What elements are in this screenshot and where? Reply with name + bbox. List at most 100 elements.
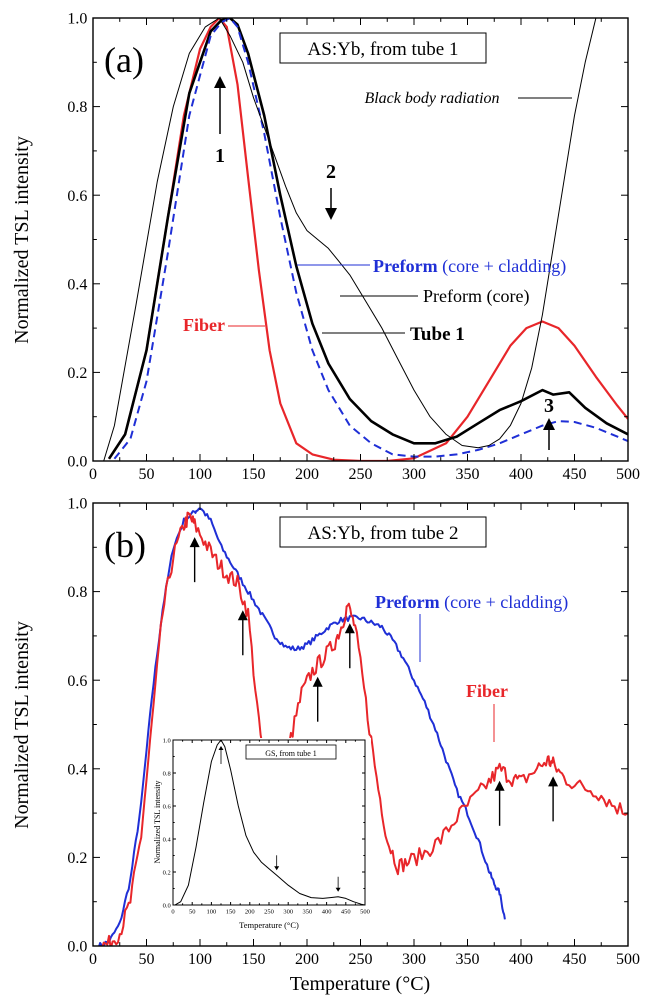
y-tick-label: 0.8 bbox=[67, 584, 87, 601]
peak-arrow-head bbox=[189, 537, 200, 548]
x-tick-label: 500 bbox=[360, 909, 370, 916]
title-box-text-a: AS:Yb, from tube 1 bbox=[308, 39, 459, 60]
x-tick-label: 450 bbox=[563, 466, 587, 483]
y-tick-label: 0.8 bbox=[163, 770, 171, 777]
x-tick-label: 100 bbox=[188, 951, 212, 968]
ticks-layer-a: 0 50 100 150 200 250 300 350 400 450 500 0.0 0.2 0.4 0… bbox=[67, 11, 640, 483]
x-tick-label: 200 bbox=[245, 909, 255, 916]
annotation-3: 3 bbox=[544, 395, 554, 417]
x-tick-label: 250 bbox=[349, 951, 373, 968]
inset-background bbox=[155, 738, 371, 924]
peak-arrow-head bbox=[548, 776, 559, 787]
x-tick-label: 250 bbox=[264, 909, 274, 916]
arrow-3-head bbox=[543, 418, 555, 430]
peak-arrow-head bbox=[344, 623, 355, 634]
ylabel-b: Normalized TSL intensity bbox=[11, 621, 33, 829]
series-line-tube bbox=[107, 18, 628, 460]
x-tick-label: 400 bbox=[509, 466, 533, 483]
panel-label-a: (a) bbox=[104, 40, 144, 80]
label-preform-core: Preform (core) bbox=[423, 286, 529, 307]
arrows-b bbox=[189, 537, 559, 826]
y-tick-label: 0.2 bbox=[67, 850, 87, 867]
y-tick-label: 1.0 bbox=[67, 11, 87, 28]
series-layer-a bbox=[103, 18, 628, 461]
series-line-fiber bbox=[108, 18, 628, 461]
x-tick-label: 350 bbox=[456, 466, 480, 483]
y-tick-label: 0.6 bbox=[163, 803, 172, 810]
x-tick-label: 150 bbox=[242, 466, 266, 483]
ticks-layer-b: 0 50 100 150 200 250 300 350 400 450 5000.00.20.40… bbox=[67, 496, 640, 968]
y-tick-label: 1.0 bbox=[67, 496, 87, 513]
arrow-1-head bbox=[214, 76, 226, 88]
inset-xlabel: Temperature (°C) bbox=[239, 920, 299, 930]
y-tick-label: 1.0 bbox=[163, 737, 171, 744]
y-tick-label: 0.0 bbox=[67, 454, 87, 471]
y-tick-label: 0.2 bbox=[67, 365, 87, 382]
label-preform-full: Preform (core + cladding) bbox=[373, 256, 566, 277]
x-tick-label: 300 bbox=[402, 951, 426, 968]
label-preform-full-suffix: (core + cladding) bbox=[438, 256, 567, 277]
x-tick-label: 0 bbox=[89, 951, 97, 968]
y-tick-label: 0.4 bbox=[67, 276, 87, 293]
x-tick-label: 50 bbox=[189, 909, 196, 916]
x-tick-label: 350 bbox=[456, 951, 480, 968]
peak-arrow-head bbox=[237, 610, 248, 621]
title-box-b bbox=[279, 516, 487, 548]
series-layer-b bbox=[98, 507, 628, 946]
x-tick-label: 250 bbox=[349, 466, 373, 483]
x-tick-label: 0 bbox=[89, 466, 97, 483]
label-preform-b-suffix: (core + cladding) bbox=[440, 592, 569, 613]
inset-title-box bbox=[245, 744, 337, 760]
inset-arrow-head bbox=[274, 866, 280, 871]
panel-a: 0 50 100 150 200 250 300 350 400 450 500 0.0 0.2 0.4 0… bbox=[11, 11, 640, 483]
label-fiber-a: Fiber bbox=[183, 315, 225, 335]
inset-arrow-head bbox=[218, 746, 224, 750]
x-tick-label: 500 bbox=[616, 466, 640, 483]
x-tick-label: 150 bbox=[242, 951, 266, 968]
label-preform-full-name: Preform bbox=[373, 256, 438, 276]
panel-label-b: (b) bbox=[104, 525, 146, 565]
label-fiber-b: Fiber bbox=[466, 681, 508, 701]
series-line-preform_b bbox=[98, 507, 506, 946]
label-tube-1: Tube 1 bbox=[410, 324, 465, 345]
y-tick-label: 0.4 bbox=[163, 836, 172, 843]
x-tick-label: 200 bbox=[295, 951, 319, 968]
arrows-inset bbox=[218, 746, 341, 892]
panel-b: 0 50 100 150 200 250 300 350 400 450 5000.00.20.40… bbox=[11, 496, 640, 995]
x-tick-label: 350 bbox=[303, 909, 313, 916]
ticks-layer-inset: 0 50 100 150 200 250 300 350 400 450 500 0.0 0.2 0.4 0… bbox=[163, 737, 370, 915]
y-tick-label: 0.8 bbox=[67, 99, 87, 116]
series-layer-inset bbox=[174, 740, 365, 905]
y-tick-label: 0.2 bbox=[163, 869, 171, 876]
x-tick-label: 300 bbox=[402, 466, 426, 483]
peak-arrow-head bbox=[494, 780, 505, 791]
ylabel-a: Normalized TSL intensity bbox=[11, 136, 33, 344]
series-line-preform_core bbox=[103, 18, 597, 461]
inset-ylabel: Normalized TSL intensity bbox=[153, 780, 162, 863]
y-tick-label: 0.0 bbox=[67, 939, 87, 956]
x-tick-label: 0 bbox=[171, 909, 174, 916]
inset-chart: 0 50 100 150 200 250 300 350 400 450 500 0.0 0.2 0.4 0… bbox=[153, 737, 371, 930]
y-tick-label: 0.6 bbox=[67, 188, 87, 205]
series-line-fiber_b bbox=[101, 511, 628, 946]
x-tick-label: 400 bbox=[509, 951, 533, 968]
x-tick-label: 150 bbox=[226, 909, 236, 916]
series-line-preform_full bbox=[113, 18, 628, 460]
label-preform-b: Preform (core + cladding) bbox=[375, 592, 568, 613]
callouts-a: 1 2 3 Black body radiation Preform (core… bbox=[183, 76, 572, 450]
y-tick-label: 0.4 bbox=[67, 761, 87, 778]
x-tick-label: 100 bbox=[207, 909, 217, 916]
annotation-2: 2 bbox=[326, 161, 336, 183]
x-tick-label: 50 bbox=[139, 466, 155, 483]
xlabel-b: Temperature (°C) bbox=[290, 973, 430, 995]
x-tick-label: 50 bbox=[139, 951, 155, 968]
x-tick-label: 500 bbox=[616, 951, 640, 968]
peak-arrow-head bbox=[312, 676, 323, 687]
y-tick-label: 0.0 bbox=[163, 902, 171, 909]
series-line-inset bbox=[174, 740, 365, 905]
x-tick-label: 200 bbox=[295, 466, 319, 483]
label-black-body: Black body radiation bbox=[364, 90, 499, 107]
x-tick-label: 450 bbox=[341, 909, 351, 916]
title-box-text-b: AS:Yb, from tube 2 bbox=[308, 523, 459, 544]
